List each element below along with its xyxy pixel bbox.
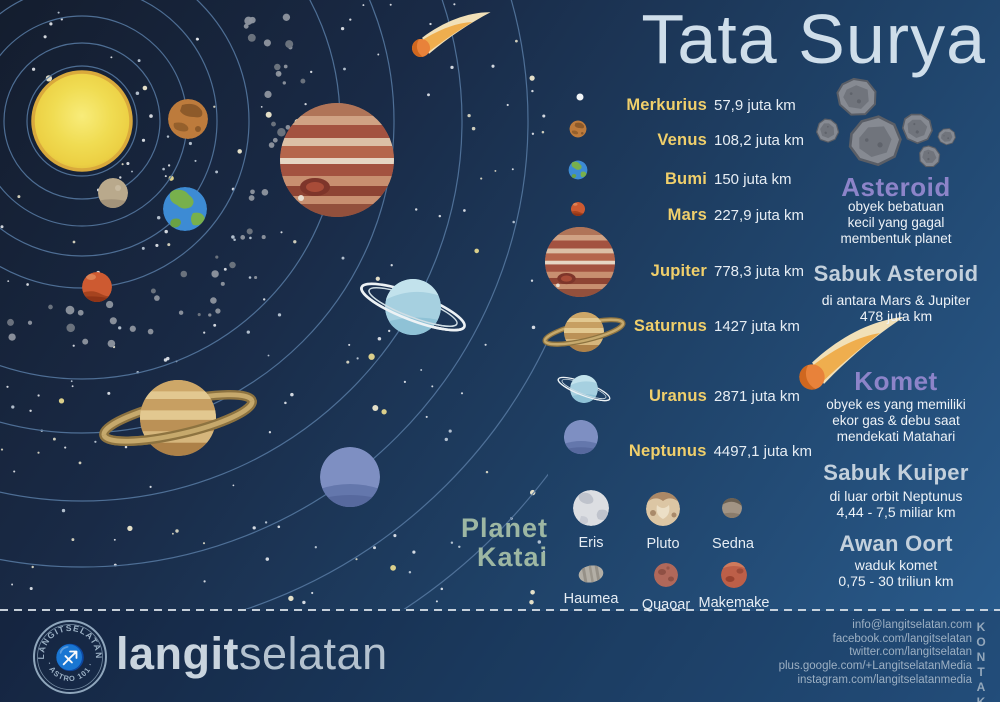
venus-illustration	[168, 99, 208, 139]
planet-name: Neptunus	[628, 442, 707, 460]
planet-name: Venus	[657, 131, 707, 149]
asteroid-belt	[7, 13, 314, 348]
mercury-scale-icon	[576, 93, 584, 101]
makemake-icon	[721, 561, 747, 588]
asteroid-heading: Asteroid	[841, 172, 951, 202]
jupiter-illustration	[279, 103, 395, 218]
eris-label: Eris	[578, 535, 604, 551]
planet-name: Merkurius	[626, 96, 707, 114]
sedna-label: Sedna	[712, 536, 754, 552]
sagittarius-centaur-icon: ♐	[54, 643, 85, 672]
solar-system-sky	[0, 0, 548, 609]
neptune-illustration	[320, 447, 380, 508]
contact-instagram: instagram.com/langitselatanmedia	[797, 673, 972, 686]
star-field	[0, 3, 546, 605]
contact-facebook: facebook.com/langitselatan	[832, 632, 972, 645]
mercury-illustration	[97, 178, 129, 209]
planet-name: Jupiter	[650, 262, 707, 280]
kontak-vertical-label: KONTAK	[974, 620, 988, 702]
haumea-label: Haumea	[563, 591, 619, 607]
awan-oort-description: waduk komet 0,75 - 30 triliun km	[838, 557, 954, 589]
planet-distance: 150 juta km	[714, 171, 792, 188]
sabuk-kuiper-description: di luar orbit Neptunus 4,44 - 7,5 miliar…	[829, 488, 963, 520]
quaoar-label: Quaoar	[641, 597, 691, 613]
pluto-label: Pluto	[646, 536, 680, 552]
saturn-illustration	[100, 380, 255, 457]
awan-oort-heading: Awan Oort	[839, 531, 953, 556]
planet-name: Mars	[667, 206, 707, 224]
uranus-illustration	[357, 275, 469, 339]
planet-distance: 2871 juta km	[714, 388, 800, 405]
eris-icon	[573, 490, 609, 526]
mars-illustration	[81, 272, 113, 303]
quaoar-icon	[654, 563, 678, 587]
sedna-icon	[722, 497, 742, 519]
orbit-rings	[0, 0, 548, 609]
contact-googleplus: plus.google.com/+LangitselatanMedia	[778, 660, 972, 673]
planet-distance: 4497,1 juta km	[713, 443, 812, 460]
earth-illustration	[163, 187, 207, 231]
planet-distance: 1427 juta km	[714, 318, 800, 335]
planet-name: Bumi	[664, 170, 707, 188]
komet-heading: Komet	[854, 366, 938, 396]
poster-title: Tata Surya	[641, 0, 986, 78]
planet-distance: 778,3 juta km	[714, 263, 805, 280]
planet-row-neptunus: Neptunus 4497,1 juta km	[552, 442, 812, 464]
planet-row-jupiter: Jupiter 778,3 juta km	[552, 262, 812, 284]
planet-row-venus: Venus 108,2 juta km	[552, 131, 812, 153]
sabuk-asteroid-heading: Sabuk Asteroid	[813, 261, 979, 286]
planet-row-mars: Mars 227,9 juta km	[552, 206, 812, 228]
planet-row-merkurius: Merkurius 57,9 juta km	[552, 96, 812, 118]
asteroid-description: obyek bebatuan kecil yang gagal membentu…	[840, 199, 952, 246]
komet-description: obyek es yang memiliki ekor gas & debu s…	[826, 397, 966, 444]
planet-distance: 227,9 juta km	[714, 207, 805, 224]
planet-name: Uranus	[648, 387, 707, 405]
planet-distance: 57,9 juta km	[714, 97, 796, 114]
langitselatan-badge: LANGITSELATAN · ASTRO 101 · ♐	[33, 620, 107, 694]
contact-email: info@langitselatan.com	[852, 619, 972, 631]
planet-row-saturnus: Saturnus 1427 juta km	[552, 317, 812, 339]
contact-twitter: twitter.com/langitselatan	[849, 646, 972, 659]
haumea-icon	[577, 563, 605, 585]
planet-scale-column	[543, 93, 625, 455]
makemake-label: Makemake	[698, 595, 770, 611]
asteroid-rocks	[814, 73, 956, 172]
contact-list: info@langitselatan.com facebook.com/lang…	[652, 619, 972, 688]
footer-band	[0, 611, 1000, 702]
planet-katai-heading: Planet Katai	[460, 513, 548, 572]
planet-row-bumi: Bumi 150 juta km	[552, 170, 812, 192]
sun-illustration	[31, 70, 133, 172]
sabuk-kuiper-heading: Sabuk Kuiper	[823, 460, 969, 485]
planet-row-uranus: Uranus 2871 juta km	[552, 387, 812, 409]
planet-name: Saturnus	[633, 317, 707, 335]
sabuk-asteroid-description: di antara Mars & Jupiter 478 juta km	[821, 292, 971, 324]
pluto-icon	[646, 491, 680, 526]
planet-distance: 108,2 juta km	[714, 132, 805, 149]
langitselatan-wordmark: langitselatan	[116, 628, 388, 679]
